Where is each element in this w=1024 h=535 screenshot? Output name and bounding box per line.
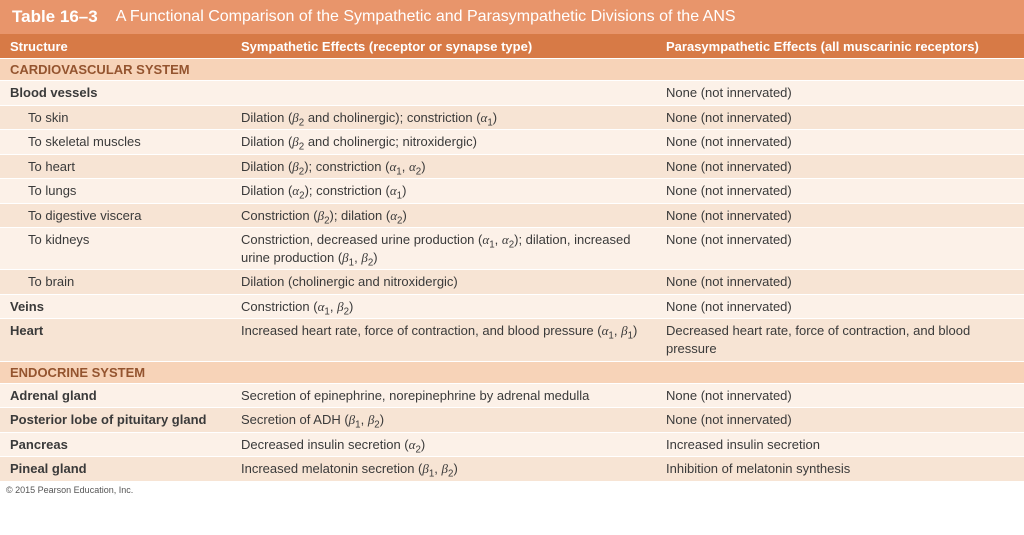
table-row: To kidneysConstriction, decreased urine … [0,227,1024,269]
cell-structure: Pancreas [0,436,241,454]
cell-sympathetic: Constriction, decreased urine production… [241,231,666,266]
table-title-bar: Table 16–3 A Functional Comparison of th… [0,0,1024,34]
cell-parasympathetic: None (not innervated) [666,182,1024,200]
cell-parasympathetic: None (not innervated) [666,411,1024,429]
cell-sympathetic: Constriction (β2); dilation (α2) [241,207,666,225]
cell-parasympathetic: Increased insulin secretion [666,436,1024,454]
column-header-sympathetic: Sympathetic Effects (receptor or synapse… [241,39,666,54]
cell-structure: Veins [0,298,241,316]
cell-structure: To brain [0,273,241,291]
column-header-structure: Structure [0,39,241,54]
cell-sympathetic: Dilation (β2); constriction (α1, α2) [241,158,666,176]
table-row: Blood vessels None (not innervated) [0,80,1024,105]
table-row: To brainDilation (cholinergic and nitrox… [0,269,1024,294]
cell-structure: To skin [0,109,241,127]
cell-sympathetic: Increased heart rate, force of contracti… [241,322,666,357]
cell-parasympathetic: Decreased heart rate, force of contracti… [666,322,1024,357]
cell-parasympathetic: None (not innervated) [666,207,1024,225]
table-row: PancreasDecreased insulin secretion (α2)… [0,432,1024,457]
copyright-text: © 2015 Pearson Education, Inc. [0,481,1024,495]
table-row: HeartIncreased heart rate, force of cont… [0,318,1024,360]
cell-parasympathetic: None (not innervated) [666,273,1024,291]
cell-sympathetic: Decreased insulin secretion (α2) [241,436,666,454]
section-header: ENDOCRINE SYSTEM [0,361,1024,383]
table-number: Table 16–3 [0,7,116,27]
table-row: To skinDilation (β2 and cholinergic); co… [0,105,1024,130]
cell-parasympathetic: None (not innervated) [666,158,1024,176]
cell-sympathetic: Secretion of epinephrine, norepinephrine… [241,387,666,405]
cell-sympathetic [241,84,666,102]
table-row: VeinsConstriction (α1, β2)None (not inne… [0,294,1024,319]
table-title: A Functional Comparison of the Sympathet… [116,8,736,26]
cell-sympathetic: Increased melatonin secretion (β1, β2) [241,460,666,478]
cell-structure: Adrenal gland [0,387,241,405]
cell-sympathetic: Constriction (α1, β2) [241,298,666,316]
cell-structure: To skeletal muscles [0,133,241,151]
table-row: To lungsDilation (α2); constriction (α1)… [0,178,1024,203]
cell-sympathetic: Dilation (α2); constriction (α1) [241,182,666,200]
cell-parasympathetic: None (not innervated) [666,109,1024,127]
cell-structure: To heart [0,158,241,176]
cell-parasympathetic: Inhibition of melatonin synthesis [666,460,1024,478]
cell-parasympathetic: None (not innervated) [666,387,1024,405]
table-container: Table 16–3 A Functional Comparison of th… [0,0,1024,495]
table-body: CARDIOVASCULAR SYSTEM Blood vessels None (… [0,58,1024,481]
cell-parasympathetic: None (not innervated) [666,231,1024,266]
table-row: To skeletal musclesDilation (β2 and chol… [0,129,1024,154]
section-header: CARDIOVASCULAR SYSTEM [0,58,1024,80]
column-header-row: Structure Sympathetic Effects (receptor … [0,34,1024,58]
cell-structure: To digestive viscera [0,207,241,225]
cell-structure: Blood vessels [0,84,241,102]
cell-structure: To lungs [0,182,241,200]
cell-sympathetic: Dilation (β2 and cholinergic); constrict… [241,109,666,127]
cell-sympathetic: Secretion of ADH (β1, β2) [241,411,666,429]
cell-structure: To kidneys [0,231,241,266]
cell-structure: Posterior lobe of pituitary gland [0,411,241,429]
table-row: Adrenal glandSecretion of epinephrine, n… [0,383,1024,408]
cell-sympathetic: Dilation (cholinergic and nitroxidergic) [241,273,666,291]
cell-structure: Heart [0,322,241,357]
cell-structure: Pineal gland [0,460,241,478]
cell-sympathetic: Dilation (β2 and cholinergic; nitroxider… [241,133,666,151]
table-row: Posterior lobe of pituitary glandSecreti… [0,407,1024,432]
cell-parasympathetic: None (not innervated) [666,298,1024,316]
table-row: To heartDilation (β2); constriction (α1,… [0,154,1024,179]
cell-parasympathetic: None (not innervated) [666,133,1024,151]
table-row: Pineal glandIncreased melatonin secretio… [0,456,1024,481]
cell-parasympathetic: None (not innervated) [666,84,1024,102]
table-row: To digestive visceraConstriction (β2); d… [0,203,1024,228]
column-header-parasympathetic: Parasympathetic Effects (all muscarinic … [666,39,1024,54]
